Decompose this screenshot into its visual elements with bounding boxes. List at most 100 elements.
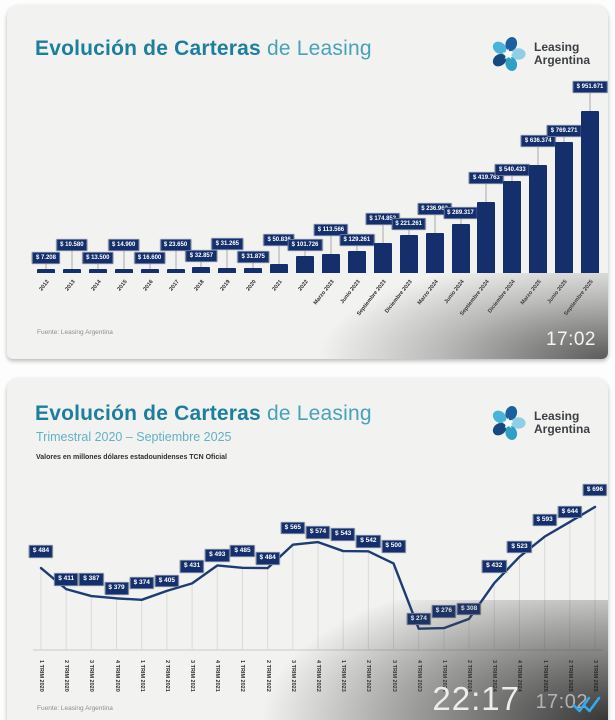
line-point-label: $ 523 — [507, 540, 532, 554]
bar-x-label: 2014 — [90, 279, 103, 293]
logo-text-line1: Leasing — [533, 409, 580, 424]
line-x-label: 1 TRIM 2022 — [239, 660, 246, 692]
line-point-label: $ 644 — [557, 505, 582, 519]
bar-value-label: $ 636.374 — [520, 135, 556, 147]
label-leader-line — [434, 215, 436, 233]
label-leader-line — [97, 264, 99, 269]
chart-line — [39, 505, 597, 630]
bar — [244, 268, 263, 273]
bar-value-label: $ 540.433 — [494, 164, 530, 176]
line-x-label: 4 TRIM 2021 — [214, 660, 221, 692]
svg-text:★: ★ — [502, 416, 515, 432]
line-x-label: 1 TRIM 2020 — [38, 660, 44, 692]
logo-text-line2: Argentina — [533, 422, 590, 436]
bar — [477, 202, 496, 273]
slide-title-accent: Evolución de Carteras — [35, 37, 261, 60]
slide-title: Evolución de Carteras de Leasing — [35, 37, 372, 61]
bar-x-label: 2017 — [167, 279, 181, 293]
line-x-label: 1 TRIM 2025 — [541, 660, 548, 692]
bar — [114, 269, 133, 273]
label-leader-line — [485, 184, 487, 202]
bar-value-label: $ 221.261 — [391, 218, 427, 230]
bar — [88, 269, 107, 273]
label-leader-line — [511, 176, 513, 181]
label-leader-line — [563, 137, 565, 142]
bottom-slide-image[interactable]: Evolución de Carteras de Leasing Trimest… — [7, 378, 608, 720]
slide-title-rest: de Leasing — [267, 402, 372, 425]
bar-value-label: $ 951.671 — [572, 81, 608, 93]
slide-title: Evolución de Carteras de Leasing — [35, 402, 372, 426]
bar-value-label: $ 23.650 — [159, 239, 192, 251]
line-x-label: 4 TRIM 2023 — [415, 660, 422, 692]
recording-timestamp: 22:17 — [432, 680, 520, 717]
bar-x-label: 2012 — [38, 279, 51, 293]
bar — [373, 243, 392, 273]
bar — [296, 256, 315, 273]
bar — [451, 224, 470, 273]
label-leader-line — [382, 225, 384, 243]
bar — [218, 268, 237, 273]
line-point-label: $ 308 — [456, 602, 482, 616]
bar-x-label: 2022 — [297, 279, 310, 293]
bar — [347, 251, 366, 273]
units-note: Valores en millones dólares estadouniden… — [36, 454, 228, 461]
label-leader-line — [537, 147, 539, 165]
label-leader-line — [123, 251, 125, 269]
bar-x-label: Junio 2023 — [339, 279, 362, 306]
label-leader-line — [226, 250, 228, 268]
line-x-label: 4 TRIM 2022 — [315, 660, 321, 692]
line-point-label: $ 485 — [230, 544, 255, 558]
bar — [140, 269, 159, 273]
logo-text: Leasing Argentina — [534, 41, 590, 67]
bar-chart: $ 7.208 $ 10.580 $ 13.500 $ 14.900 $ 16.600 $… — [31, 81, 608, 273]
bar — [399, 235, 418, 273]
whatsapp-message-meta: 17:02 — [535, 691, 602, 714]
source-note: Fuente: Leasing Argentina — [37, 705, 113, 712]
bar-value-label: $ 769.271 — [546, 125, 582, 137]
bar-value-label: $ 101.726 — [287, 239, 323, 251]
bar-value-label: $ 129.261 — [339, 234, 375, 246]
line-x-label: 2 TRIM 2023 — [365, 660, 372, 692]
line-point-label: $ 484 — [255, 552, 280, 565]
label-leader-line — [71, 251, 73, 269]
bar-value-label: $ 14.900 — [107, 239, 140, 251]
leasing-argentina-logo-icon: ★ — [492, 406, 526, 440]
svg-text:★: ★ — [502, 47, 515, 63]
video-timestamp: 17:02 — [545, 329, 596, 350]
bar-x-label: 2020 — [245, 279, 258, 293]
line-point-label: $ 276 — [431, 605, 457, 618]
bar-x-label: 2016 — [142, 279, 155, 293]
line-point-label: $ 431 — [179, 560, 205, 573]
bar — [270, 264, 289, 273]
bar-value-label: $ 50.836 — [263, 234, 295, 246]
line-point-label: $ 379 — [104, 582, 129, 595]
top-slide-image[interactable]: Evolución de Carteras de Leasing ★ Leasi… — [7, 5, 608, 359]
slide-subtitle: Trimestral 2020 – Septiembre 2025 — [36, 430, 232, 444]
source-note: Fuente: Leasing Argentina — [37, 329, 113, 336]
label-leader-line — [175, 251, 176, 269]
bar — [581, 111, 600, 273]
label-leader-line — [149, 264, 151, 269]
line-x-label: 2 TRIM 2025 — [566, 660, 573, 692]
line-point-label: $ 500 — [381, 540, 406, 553]
line-point-label: $ 565 — [280, 521, 305, 535]
slide-title-accent: Evolución de Carteras — [35, 402, 261, 425]
line-x-label: 1 TRIM 2023 — [340, 660, 347, 692]
bar-value-label: $ 32.857 — [185, 250, 218, 262]
line-point-label: $ 411 — [54, 573, 79, 586]
bar — [192, 267, 211, 273]
line-chart-x-axis: 1 TRIM 2020 2 TRIM 2020 3 TRIM 2020 4 TRIM … — [29, 658, 607, 702]
line-x-label: 2 TRIM 2021 — [163, 660, 170, 692]
label-leader-line — [200, 262, 202, 267]
logo-text: Leasing Argentina — [534, 410, 590, 436]
bar-value-label: $ 13.500 — [82, 252, 114, 264]
line-point-label: $ 696 — [582, 483, 608, 497]
line-point-label: $ 405 — [154, 574, 180, 588]
line-x-label: 1 TRIM 2021 — [138, 660, 145, 692]
bar-x-label: Septiembre 2024 — [459, 279, 492, 318]
bar-value-label: $ 31.875 — [237, 251, 269, 263]
label-leader-line — [278, 246, 280, 264]
label-leader-line — [356, 246, 358, 251]
bar-x-label: 2018 — [193, 279, 207, 293]
line-chart: $ 484 $ 411 $ 387 $ 379 $ 374 $ 405 $ 431 $ 493… — [28, 474, 608, 656]
